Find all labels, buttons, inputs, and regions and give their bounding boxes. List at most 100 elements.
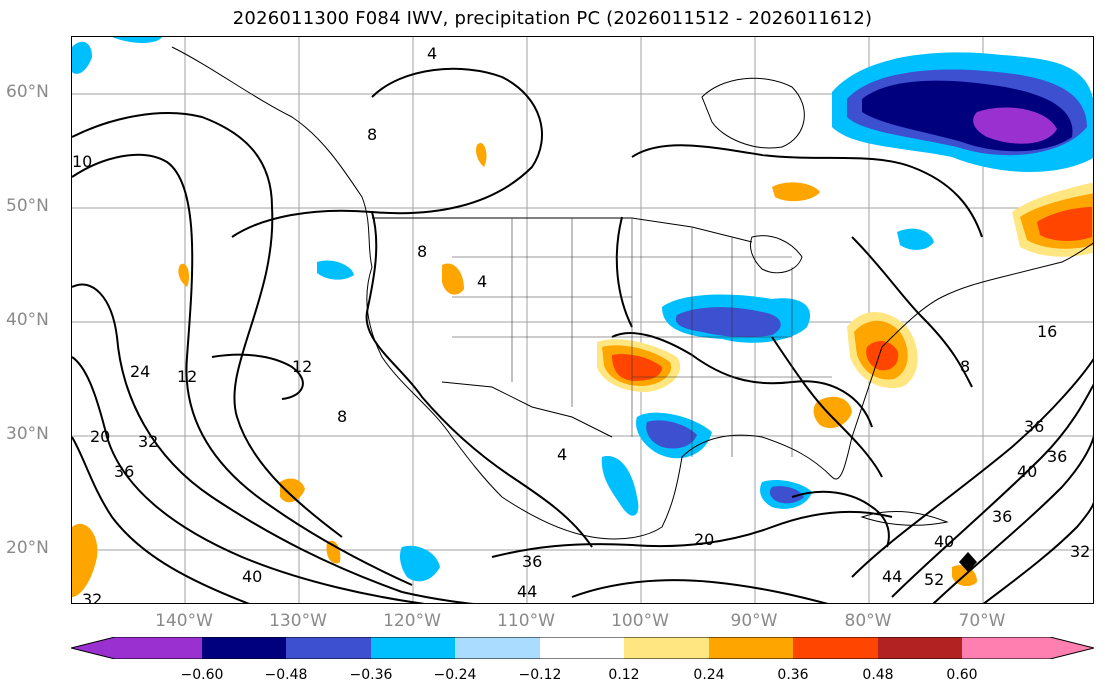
storm-symbol [959, 552, 977, 572]
lon-label-90w: 90°W [730, 611, 778, 631]
lat-label-40n: 40°N [6, 310, 49, 330]
precip-positive-east-coast-core [866, 340, 899, 371]
precip-positive-west-coast [72, 523, 98, 597]
us-canada-border [372, 217, 753, 243]
precip-positive-nevada [442, 263, 464, 295]
contour-label: 4 [477, 272, 487, 291]
contour-line [365, 211, 593, 548]
precip-positive-carolina [813, 396, 852, 429]
precip-negative-midwest-core [675, 307, 781, 338]
contour-line [72, 112, 343, 538]
contour-label: 32 [138, 432, 158, 451]
colorbar-tick-label: −0.12 [518, 667, 562, 683]
great-lakes [749, 235, 803, 274]
precip-negative-pacific-nw [317, 260, 354, 280]
contour-label: 32 [82, 590, 102, 604]
colorbar-segment-5 [540, 637, 624, 659]
contour-label: 36 [992, 507, 1012, 526]
precip-positive-mexico-west [326, 540, 341, 564]
contour-label: 40 [934, 532, 954, 551]
map-canvas: 12 12 24 20 32 36 40 32 36 44 20 4 8 8 1… [72, 37, 1093, 604]
contour-label: 36 [1047, 447, 1067, 466]
lon-label-140w: 140°W [155, 611, 213, 631]
contour-label: 8 [960, 357, 970, 376]
contour-line [615, 216, 633, 328]
colorbar-tick-label: −0.36 [349, 667, 393, 683]
precip-positive-ontario [772, 182, 820, 202]
precip-negative-top-left [72, 41, 92, 74]
contour-label: 8 [367, 125, 377, 144]
precip-negative-labrador-min [973, 107, 1057, 144]
lat-label-20n: 20°N [6, 538, 49, 558]
precip-fill-layer [72, 37, 1093, 597]
hudson-bay [701, 77, 805, 149]
lon-label-100w: 100°W [611, 611, 669, 631]
contour-line [851, 358, 1093, 578]
lon-label-130w: 130°W [269, 611, 327, 631]
colorbar-segment-1 [202, 637, 286, 659]
contour-line [231, 67, 543, 238]
colorbar-segment-3 [371, 637, 455, 659]
colorbar-segment-6 [624, 637, 709, 659]
contour-line [571, 579, 829, 603]
colorbar-tick-label: 0.36 [777, 667, 809, 683]
contour-label: 20 [90, 427, 110, 446]
colorbar-tick-label: 0.60 [946, 667, 978, 683]
north-america-coastline [171, 46, 1093, 540]
contour-label: 8 [417, 242, 427, 261]
precip-positive-gulf-pac [178, 263, 190, 287]
contour-label: 44 [517, 582, 537, 601]
precip-positive-nova-scotia-core [1037, 207, 1092, 241]
colorbar-tick-label: 0.12 [608, 667, 640, 683]
colorbar [70, 636, 1095, 660]
lat-label-30n: 30°N [6, 424, 49, 444]
contour-line [891, 383, 1093, 598]
state-lines [452, 218, 832, 457]
contour-line [72, 436, 250, 603]
contour-label: 32 [1070, 542, 1090, 561]
contour-line [851, 236, 973, 388]
contour-line [611, 332, 873, 428]
lat-label-60n: 60°N [6, 82, 49, 102]
contour-line [72, 153, 413, 586]
colorbar-segment-4 [455, 637, 540, 659]
precip-negative-mexico [601, 456, 639, 516]
contour-label: 36 [1024, 417, 1044, 436]
contour-line [211, 353, 304, 400]
contour-label: 52 [924, 570, 944, 589]
contour-label: 24 [130, 362, 150, 381]
contour-label: 10 [72, 152, 92, 171]
contour-line [771, 336, 883, 478]
contour-line [932, 435, 1093, 603]
colorbar-segment-2 [286, 637, 371, 659]
contour-line [791, 490, 890, 548]
contour-label: 4 [557, 445, 567, 464]
contour-label: 20 [694, 530, 714, 549]
contour-label: 12 [177, 367, 197, 386]
colorbar-segment-9 [878, 637, 962, 659]
precip-negative-gulf-core [769, 486, 804, 504]
contour-label: 4 [427, 44, 437, 63]
colorbar-tick-label: −0.48 [264, 667, 308, 683]
contour-line [631, 144, 983, 238]
iwv-contours [72, 67, 1093, 603]
us-mexico-border [441, 381, 613, 438]
colorbar-segment-0 [71, 637, 202, 659]
colorbar-segment-7 [709, 637, 793, 659]
contour-label: 36 [114, 462, 134, 481]
contour-line [72, 356, 425, 603]
colorbar-segment-8 [793, 637, 878, 659]
precip-positive-plains-core [612, 354, 662, 381]
contour-line [72, 283, 475, 603]
contour-label: 12 [292, 357, 312, 376]
precip-positive-alaska [475, 143, 487, 167]
cuba [860, 511, 949, 526]
colorbar-svg [70, 636, 1095, 660]
lon-label-110w: 110°W [497, 611, 555, 631]
contour-line [491, 510, 893, 558]
colorbar-tick-label: −0.24 [433, 667, 477, 683]
contour-label: 8 [337, 407, 347, 426]
contour-label: 44 [882, 567, 902, 586]
lon-label-80w: 80°W [844, 611, 892, 631]
colorbar-tick-label: 0.24 [693, 667, 725, 683]
